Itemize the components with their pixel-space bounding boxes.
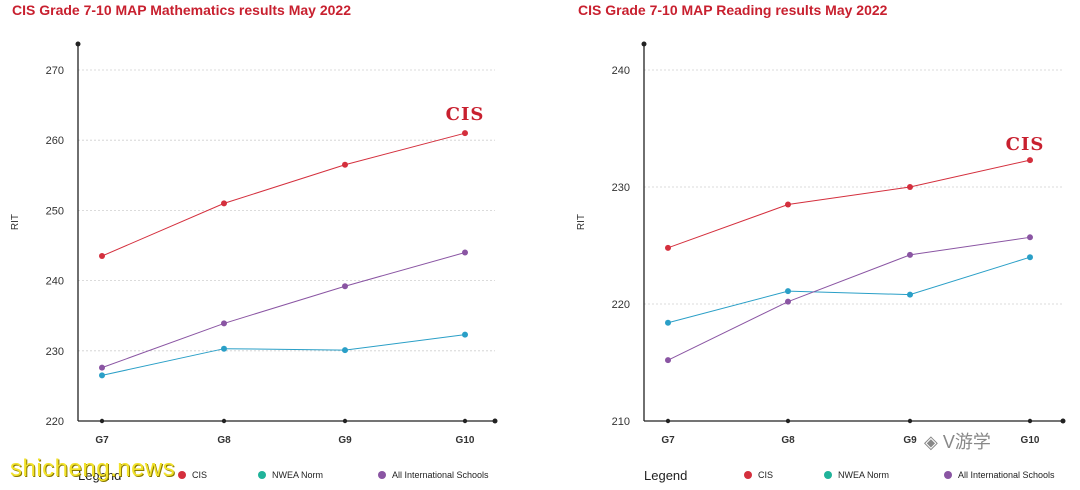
- chart2-axis-end-dot: [641, 41, 647, 47]
- chart2-point-cis: [907, 184, 913, 190]
- reading-legend: Legend CIS NWEA Norm All International S…: [644, 468, 1074, 486]
- chart2-xtick-label: G8: [781, 435, 795, 446]
- chart1-point-all-international-schools: [221, 320, 227, 327]
- chart1-xtick-label: G9: [338, 435, 352, 446]
- chart2-point-nwea-norm: [665, 319, 671, 326]
- reading-legend-intl: All International Schools: [944, 470, 1055, 480]
- chart1-axis-end-dot: [75, 41, 81, 47]
- chart1-ytick-label: 220: [46, 416, 64, 428]
- chart2-point-nwea-norm: [1027, 254, 1033, 261]
- intl-dot-icon: [944, 471, 952, 479]
- chart2-y-axis-label: RIT: [576, 214, 587, 230]
- chart1-axis-end-dot: [492, 418, 498, 424]
- cis-dot-icon: [178, 471, 186, 479]
- chart1-brand-label: CIS: [446, 104, 485, 125]
- chart2-point-cis: [665, 244, 671, 251]
- chart1-series-line-cis: [101, 132, 466, 257]
- chart2-series-line-nwea-norm: [667, 256, 1031, 324]
- reading-legend-nwea: NWEA Norm: [824, 470, 889, 480]
- nwea-dot-icon: [824, 471, 832, 479]
- chart2-brand-label: CIS: [1006, 134, 1045, 155]
- math-legend-title: Legend: [78, 468, 122, 483]
- chart2-xtick: [785, 418, 791, 424]
- nwea-dot-icon: [258, 471, 266, 479]
- chart2-point-all-international-schools: [1027, 234, 1033, 241]
- chart1-point-all-international-schools: [462, 249, 468, 256]
- chart1-point-cis: [342, 161, 348, 168]
- intl-dot-icon: [378, 471, 386, 479]
- math-legend-cis: CIS: [178, 470, 207, 480]
- chart1-xtick: [462, 418, 468, 424]
- chart1-xtick: [99, 418, 105, 424]
- chart1-xtick: [342, 418, 348, 424]
- cis-dot-icon: [744, 471, 752, 479]
- wechat-watermark: ◈ V游学: [924, 432, 991, 452]
- chart2-ytick-label: 230: [612, 182, 630, 194]
- chart1-xtick-label: G7: [95, 435, 109, 446]
- chart1-ytick-label: 260: [46, 135, 64, 147]
- chart1-point-nwea-norm: [342, 347, 348, 354]
- chart1-point-nwea-norm: [462, 331, 468, 338]
- math-legend: Legend CIS NWEA Norm All International S…: [78, 468, 538, 486]
- chart1-point-all-international-schools: [342, 283, 348, 290]
- chart2-xtick-label: G9: [903, 435, 917, 446]
- chart1-y-axis-label: RIT: [10, 214, 21, 230]
- reading-legend-cis: CIS: [744, 470, 773, 480]
- chart2-point-cis: [785, 201, 791, 208]
- chart2-xtick: [907, 418, 913, 424]
- chart2-ytick-label: 240: [612, 65, 630, 77]
- chart1-series-line-all-international-schools: [101, 252, 466, 369]
- chart2-xtick: [1027, 418, 1033, 424]
- chart1-xtick-label: G8: [217, 435, 231, 446]
- chart1-xtick: [221, 418, 227, 424]
- chart1-ytick-label: 240: [46, 276, 64, 288]
- wechat-icon: ◈: [924, 432, 938, 452]
- watermark-text: shicheng.news: [10, 455, 176, 482]
- chart1-ytick-label: 270: [46, 65, 64, 77]
- chart1-point-nwea-norm: [99, 372, 105, 379]
- chart2-point-cis: [1027, 157, 1033, 164]
- chart2-point-all-international-schools: [665, 357, 671, 364]
- math-legend-intl: All International Schools: [378, 470, 489, 480]
- chart2-xtick-label: G7: [661, 435, 675, 446]
- reading-chart-title: CIS Grade 7-10 MAP Reading results May 2…: [578, 2, 888, 18]
- chart2-series-line-all-international-schools: [667, 236, 1031, 361]
- chart2-point-nwea-norm: [785, 288, 791, 295]
- chart2-xtick: [665, 418, 671, 424]
- chart2-point-nwea-norm: [907, 291, 913, 298]
- chart2-ytick-label: 210: [612, 416, 630, 428]
- chart1-xtick-label: G10: [456, 435, 475, 446]
- chart1-ytick-label: 250: [46, 205, 64, 217]
- chart2-series-line-cis: [667, 159, 1031, 249]
- math-chart-title: CIS Grade 7-10 MAP Mathematics results M…: [12, 2, 352, 18]
- chart1-point-cis: [221, 200, 227, 207]
- chart1-point-cis: [99, 253, 105, 260]
- chart1-point-nwea-norm: [221, 345, 227, 352]
- reading-legend-title: Legend: [644, 468, 688, 483]
- chart2-point-all-international-schools: [785, 298, 791, 305]
- chart2-xtick-label: G10: [1021, 435, 1040, 446]
- chart2-ytick-label: 220: [612, 299, 630, 311]
- chart1-series-line-nwea-norm: [101, 334, 466, 376]
- chart1-ytick-label: 230: [46, 346, 64, 358]
- chart2-axis-end-dot: [1060, 418, 1066, 424]
- chart1-point-cis: [462, 130, 468, 137]
- math-legend-nwea: NWEA Norm: [258, 470, 323, 480]
- chart1-point-all-international-schools: [99, 364, 105, 371]
- chart2-point-all-international-schools: [907, 251, 913, 258]
